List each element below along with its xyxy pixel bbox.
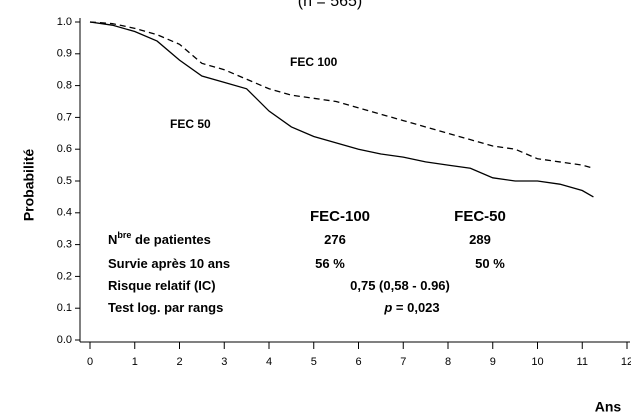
table-cell: 56 % <box>315 256 345 271</box>
table-header: FEC-50 <box>454 208 506 225</box>
x-tick-label: 8 <box>445 356 451 368</box>
y-tick-label: 0.5 <box>57 175 72 187</box>
y-tick-label: 0.0 <box>57 334 72 346</box>
cell-part: 276 <box>324 232 346 247</box>
cell-part: 56 % <box>315 256 345 271</box>
survival-curve <box>89 21 594 198</box>
y-tick-label: 0.4 <box>57 207 72 219</box>
x-tick-label: 3 <box>221 356 227 368</box>
y-tick-label: 0.6 <box>57 143 72 155</box>
chart-title: (n = 565) <box>298 0 362 10</box>
table-row-label: Nbre de patientes <box>108 230 211 247</box>
x-tick-label: 4 <box>266 356 272 368</box>
x-tick-label: 5 <box>311 356 317 368</box>
label-part: N <box>108 232 117 247</box>
x-tick-label: 0 <box>87 356 93 368</box>
y-tick-label: 0.8 <box>57 80 72 92</box>
label-part: Risque relatif (IC) <box>108 278 216 293</box>
table-cell: 276 <box>324 232 346 247</box>
table-cell: 0,75 (0,58 - 0.96) <box>350 278 450 293</box>
cell-part: 289 <box>469 232 491 247</box>
table-row-label: Survie après 10 ans <box>108 256 230 271</box>
x-tick-label: 9 <box>490 356 496 368</box>
label-part: Test log. par rangs <box>108 300 223 315</box>
y-tick-label: 0.2 <box>57 270 72 282</box>
table-cell: 289 <box>469 232 491 247</box>
series-label: FEC 100 <box>290 55 338 69</box>
y-tick-label: 0.1 <box>57 302 72 314</box>
y-axis-label: Probabilité <box>21 149 37 222</box>
cell-part: p <box>383 300 392 315</box>
y-tick-label: 1.0 <box>57 16 72 28</box>
x-tick-label: 11 <box>577 356 588 368</box>
cell-part: = 0,023 <box>392 300 439 315</box>
table-cell: p = 0,023 <box>383 300 439 315</box>
table-row-label: Test log. par rangs <box>108 300 223 315</box>
label-part: de patientes <box>131 232 210 247</box>
table-row-label: Risque relatif (IC) <box>108 278 216 293</box>
x-axis-label: Ans <box>595 399 622 415</box>
x-tick-label: 6 <box>355 356 361 368</box>
cell-part: 0,75 (0,58 - 0.96) <box>350 278 450 293</box>
y-tick-label: 0.3 <box>57 239 72 251</box>
label-part: bre <box>117 230 131 240</box>
table-header: FEC-100 <box>310 208 370 225</box>
x-tick-label: 12 <box>621 356 631 368</box>
table-cell: 50 % <box>475 256 505 271</box>
y-tick-label: 0.7 <box>57 111 72 123</box>
series-label: FEC 50 <box>170 117 211 131</box>
cell-part: 50 % <box>475 256 505 271</box>
x-tick-label: 10 <box>531 356 543 368</box>
survival-curve <box>89 21 594 169</box>
x-tick-label: 2 <box>176 356 182 368</box>
y-tick-label: 0.9 <box>57 48 72 60</box>
x-tick-label: 1 <box>132 356 138 368</box>
label-part: Survie après 10 ans <box>108 256 230 271</box>
x-tick-label: 7 <box>400 356 406 368</box>
